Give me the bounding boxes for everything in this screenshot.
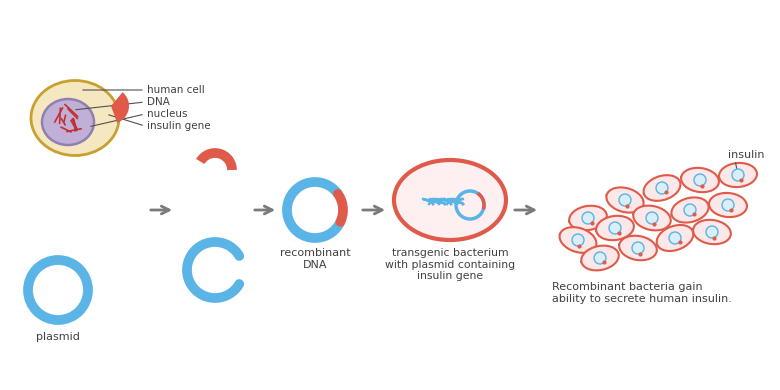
- Circle shape: [684, 204, 696, 216]
- Ellipse shape: [657, 225, 693, 251]
- Circle shape: [706, 226, 718, 238]
- Circle shape: [609, 222, 621, 234]
- Text: human cell: human cell: [147, 85, 204, 95]
- Circle shape: [572, 234, 584, 246]
- Circle shape: [694, 174, 706, 186]
- Circle shape: [646, 212, 658, 224]
- Text: insulin: insulin: [728, 150, 764, 160]
- Circle shape: [582, 212, 594, 224]
- Ellipse shape: [644, 175, 680, 201]
- Circle shape: [632, 242, 644, 254]
- Text: recombinant
DNA: recombinant DNA: [280, 248, 350, 269]
- Text: transgenic bacterium
with plasmid containing
insulin gene: transgenic bacterium with plasmid contai…: [385, 248, 515, 281]
- Ellipse shape: [31, 80, 119, 156]
- Ellipse shape: [709, 193, 747, 217]
- Text: DNA: DNA: [147, 97, 170, 107]
- Ellipse shape: [42, 99, 94, 145]
- Circle shape: [722, 199, 734, 211]
- Ellipse shape: [596, 216, 634, 240]
- Circle shape: [656, 182, 668, 194]
- Ellipse shape: [672, 197, 708, 223]
- Text: plasmid: plasmid: [36, 332, 80, 342]
- Circle shape: [594, 252, 606, 264]
- Ellipse shape: [633, 206, 671, 230]
- Ellipse shape: [619, 236, 657, 260]
- Ellipse shape: [681, 168, 719, 192]
- Text: nucleus: nucleus: [147, 109, 187, 119]
- Ellipse shape: [569, 206, 607, 230]
- Ellipse shape: [693, 220, 731, 244]
- Ellipse shape: [719, 163, 757, 187]
- Text: insulin gene: insulin gene: [147, 121, 211, 131]
- Ellipse shape: [581, 246, 619, 270]
- Text: Recombinant bacteria gain
ability to secrete human insulin.: Recombinant bacteria gain ability to sec…: [552, 282, 732, 303]
- Ellipse shape: [606, 188, 644, 213]
- Circle shape: [732, 169, 744, 181]
- Wedge shape: [111, 92, 129, 123]
- Circle shape: [619, 194, 631, 206]
- Ellipse shape: [394, 160, 506, 240]
- Circle shape: [669, 232, 681, 244]
- Ellipse shape: [559, 227, 597, 253]
